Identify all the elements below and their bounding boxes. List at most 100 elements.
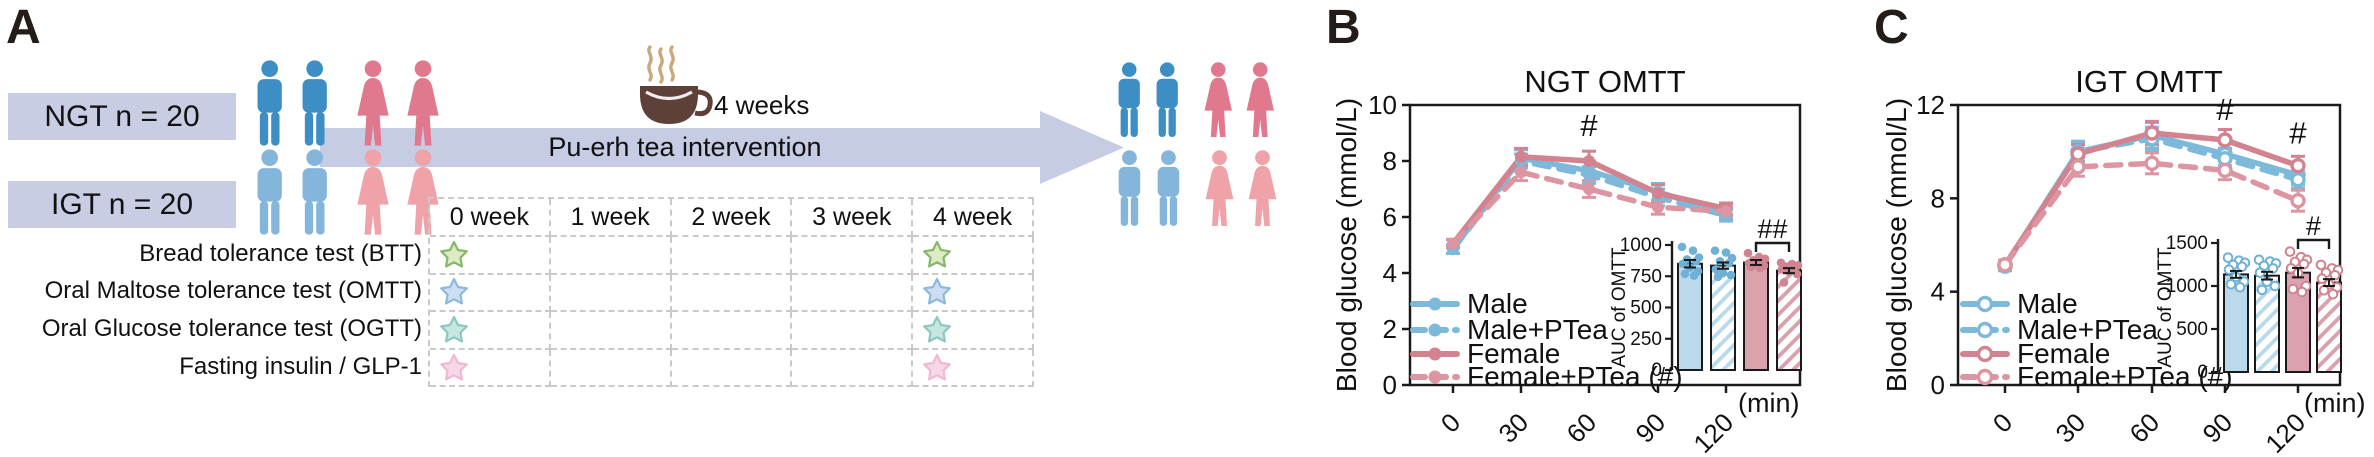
timeline-cell: [671, 274, 793, 313]
subject-dot: [1711, 265, 1721, 274]
test-star-icon: [440, 240, 468, 268]
test-star-icon: [440, 278, 468, 305]
data-point-marker: [2290, 192, 2306, 209]
timeline-cell: [550, 349, 672, 388]
ngt-omtt-chart: NGT OMTT Blood glucose (mmol/L) 0 2 4 6 8 10 0 30…: [1331, 64, 1803, 457]
y-tick-label: 0: [1931, 370, 1945, 400]
data-point-marker: [2290, 157, 2306, 174]
subject-dot: [1688, 246, 1698, 255]
female-person-icon: [1205, 150, 1234, 226]
x-tick-label: 90: [2197, 407, 2239, 449]
timeline-cell: [913, 274, 1034, 313]
male-person-icon: [257, 60, 282, 146]
subject-dot: [2222, 252, 2234, 263]
test-label-3: Fasting insulin / GLP-1: [179, 352, 422, 380]
subject-dot: [1678, 259, 1688, 269]
data-point-marker: [1652, 201, 1664, 214]
significance-annotation: #: [2306, 211, 2321, 241]
subject-dot: [1677, 242, 1687, 252]
panel-b-label: B: [1326, 1, 1361, 54]
timeline-header-2: 2 week: [671, 199, 793, 237]
data-point-marker: [2290, 171, 2306, 188]
cup-handle-icon: [694, 89, 713, 117]
subject-dot: [1779, 278, 1789, 287]
y-tick-label: 8: [1383, 146, 1397, 176]
ngt-people-icons: [250, 60, 445, 148]
timeline-cell: [430, 274, 551, 313]
legend-label: Male: [1467, 288, 1528, 319]
subject-dot: [2236, 261, 2248, 272]
chart-title: IGT OMTT: [2075, 64, 2223, 99]
data-point-marker: [2144, 155, 2160, 172]
inset-y-tick-label: 750: [1630, 266, 1662, 287]
data-point-marker: [1428, 347, 1442, 361]
igt-people-icons: [250, 149, 445, 237]
timeline-cell: [913, 237, 1034, 275]
male-person-icon: [257, 149, 282, 235]
plot-frame: [1956, 103, 2342, 387]
x-tick-label: 0: [1435, 407, 1466, 438]
x-axis-unit-label: (min): [1738, 388, 1800, 418]
male-person-icon: [302, 149, 328, 235]
female-person-icon: [357, 60, 389, 146]
group-igt-box: IGT n = 20: [8, 181, 236, 228]
inset-y-tick-label: 0: [1651, 360, 1662, 381]
timeline-cell: [550, 237, 672, 275]
timeline-cell: [792, 274, 914, 313]
intervention-arrow-label: Pu-erh tea intervention: [548, 132, 822, 162]
timeline-header-3: 3 week: [792, 199, 914, 237]
auc-bar: [1744, 262, 1768, 370]
male-person-icon: [1157, 62, 1179, 137]
y-tick-label: 4: [1383, 258, 1397, 288]
series-line: [2002, 160, 2301, 268]
legend-label: Male: [2017, 288, 2078, 319]
inset-y-axis-label: AUC of OMTT: [2155, 247, 2176, 368]
x-tick-label: 30: [1493, 407, 1535, 449]
female-person-icon: [1248, 150, 1277, 226]
data-point-marker: [1428, 370, 1442, 384]
legend-label: Female: [1467, 338, 1560, 369]
y-tick-label: 6: [1383, 202, 1397, 232]
x-tick-label: 120: [1687, 407, 1739, 457]
igt-people-after-icons: [1112, 150, 1282, 228]
data-point-marker: [1583, 155, 1595, 167]
male-person-icon: [1118, 62, 1140, 137]
y-tick-label: 12: [1916, 90, 1945, 120]
y-tick-label: 2: [1383, 314, 1397, 344]
y-tick-label: 8: [1931, 183, 1945, 213]
data-point-marker: [2070, 159, 2086, 175]
inset-y-tick-label: 0: [2197, 362, 2208, 383]
plot-frame: [1408, 103, 1802, 387]
study-design-graphic: [320, 45, 1124, 184]
test-labels: Bread tolerance test (BTT) Oral Maltose t…: [0, 235, 422, 385]
female-person-icon: [1246, 62, 1275, 137]
data-point-marker: [2217, 132, 2233, 148]
subject-dot: [1726, 270, 1736, 280]
data-point-marker: [1428, 297, 1442, 311]
male-person-icon: [302, 60, 328, 146]
test-star-icon: [440, 315, 468, 343]
subject-dot: [2234, 281, 2246, 293]
test-star-icon: [923, 353, 952, 381]
subject-dot: [2223, 264, 2235, 275]
test-star-icon: [440, 353, 468, 381]
legend-label: Male+PTea: [1467, 314, 1608, 345]
steam-icon: [658, 47, 664, 84]
subject-dot: [1691, 256, 1701, 266]
significance-annotation: ##: [1757, 214, 1787, 244]
test-label-2: Oral Glucose tolerance test (OGTT): [41, 314, 422, 342]
x-tick-label: 90: [1630, 407, 1672, 449]
panel-c-label: C: [1874, 1, 1909, 54]
female-person-icon: [407, 149, 439, 235]
female-person-icon: [1204, 62, 1232, 137]
y-tick-label: 10: [1368, 90, 1397, 120]
data-point-marker: [2144, 125, 2160, 141]
inset-y-axis-label: AUC of OMTT: [1609, 247, 1630, 368]
steam-icon: [647, 45, 653, 82]
timeline-cell: [792, 312, 914, 350]
test-star-icon: [923, 278, 952, 305]
data-point-marker: [1515, 150, 1527, 163]
y-tick-label: 0: [1383, 370, 1397, 400]
data-point-marker: [1997, 257, 2013, 273]
timeline-cell: [430, 312, 551, 350]
